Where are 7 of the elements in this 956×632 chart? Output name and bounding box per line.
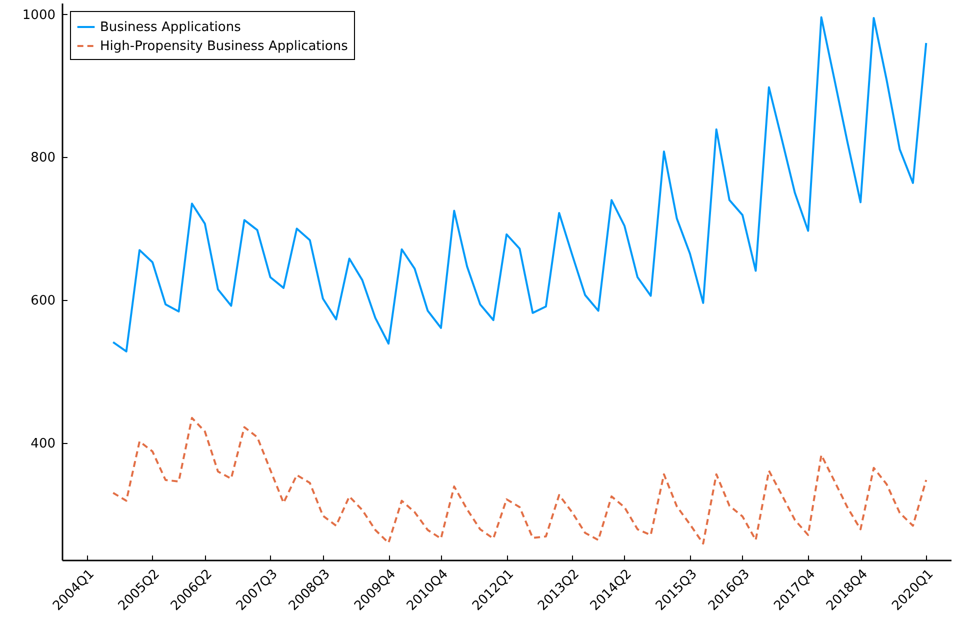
legend-label: High-Propensity Business Applications — [100, 39, 348, 54]
y-tick-label: 600 — [30, 294, 56, 309]
y-tick-label: 800 — [30, 150, 56, 166]
y-tick-label: 400 — [30, 436, 56, 452]
legend-label: Business Applications — [100, 20, 242, 35]
y-tick-label: 1000 — [22, 8, 56, 23]
line-series — [112, 416, 928, 545]
